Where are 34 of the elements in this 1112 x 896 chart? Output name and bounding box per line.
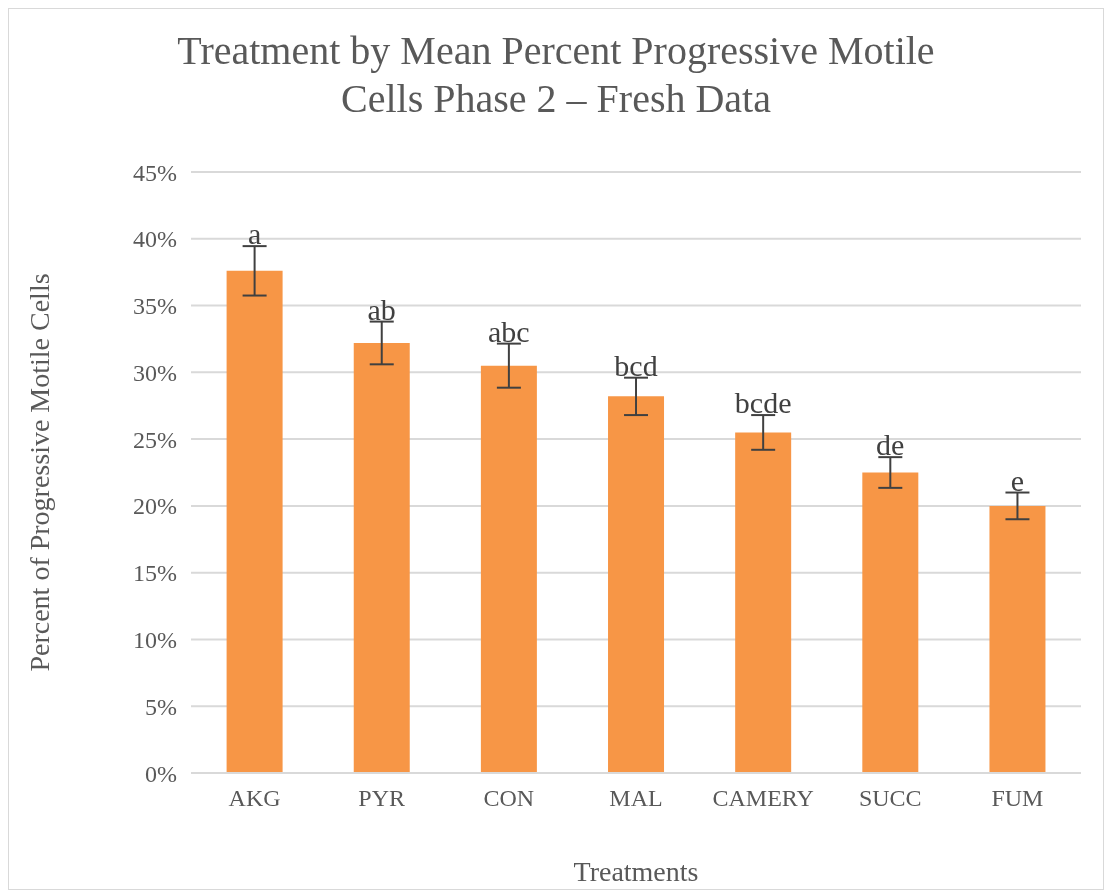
bar — [226, 270, 283, 773]
annotation: a — [247, 217, 262, 251]
x-tick-label: FUM — [991, 785, 1044, 812]
y-tick-label: 0% — [145, 760, 177, 787]
y-tick-label: 35% — [133, 293, 177, 320]
x-tick-label: CAMERY — [712, 785, 814, 812]
y-tick-label: 20% — [133, 493, 177, 520]
x-axis-title: Treatments — [573, 856, 699, 887]
annotation: e — [1010, 463, 1025, 497]
chart-title: Treatment by Mean Percent Progressive Motile Cells Phase 2 – Fresh Data — [176, 27, 936, 123]
annotation: de — [876, 428, 905, 462]
y-tick-label: 45% — [133, 159, 177, 186]
y-tick-label: 5% — [145, 693, 177, 720]
x-tick-label: PYR — [358, 785, 406, 812]
annotation: bcde — [734, 386, 792, 420]
bar — [480, 365, 537, 773]
annotation: ab — [367, 292, 396, 326]
y-tick-label: 25% — [133, 426, 177, 453]
bar — [862, 472, 919, 773]
bar — [608, 396, 665, 773]
y-tick-label: 10% — [133, 626, 177, 653]
y-tick-label: 40% — [133, 226, 177, 253]
x-tick-label: MAL — [609, 785, 663, 812]
x-tick-label: AKG — [228, 785, 281, 812]
x-tick-label: SUCC — [858, 785, 922, 812]
y-tick-label: 30% — [133, 359, 177, 386]
x-tick-label: CON — [483, 785, 535, 812]
y-tick-label: 15% — [133, 560, 177, 587]
annotation: bcd — [614, 348, 658, 382]
annotation: abc — [488, 314, 530, 348]
bar — [989, 505, 1046, 773]
y-axis-title: Percent of Progressive Motile Cells — [23, 273, 55, 672]
bar — [735, 432, 792, 773]
bar — [353, 342, 410, 773]
